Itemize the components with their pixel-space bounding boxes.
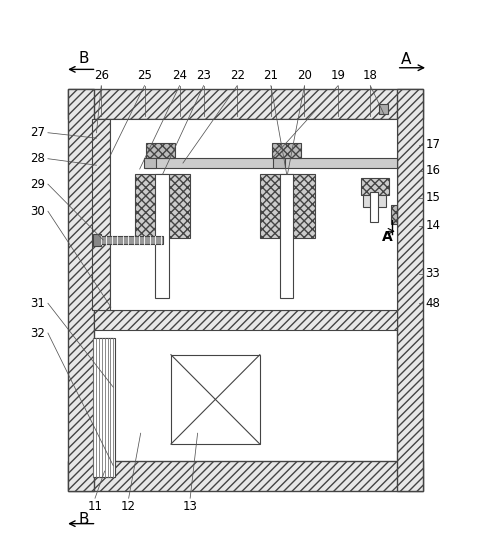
Text: A: A: [382, 230, 393, 243]
Bar: [272, 143, 301, 158]
Bar: [397, 89, 423, 491]
Text: A: A: [401, 52, 412, 67]
Text: 17: 17: [425, 138, 440, 151]
Bar: [98, 236, 163, 244]
Text: 11: 11: [87, 500, 103, 513]
Bar: [370, 193, 379, 222]
Bar: [171, 354, 260, 444]
Bar: [361, 178, 389, 195]
Bar: [93, 234, 101, 246]
Text: 25: 25: [137, 69, 152, 83]
Text: B: B: [78, 51, 89, 66]
Bar: [363, 195, 386, 207]
Text: 18: 18: [363, 69, 378, 83]
Bar: [143, 158, 156, 168]
Bar: [68, 89, 94, 491]
Text: 12: 12: [121, 500, 136, 513]
Text: 33: 33: [425, 267, 440, 280]
Bar: [391, 205, 397, 224]
Text: B: B: [78, 513, 89, 527]
Text: 15: 15: [425, 191, 440, 204]
Bar: [95, 339, 113, 476]
Bar: [94, 310, 397, 330]
Text: 13: 13: [183, 500, 198, 513]
Bar: [273, 158, 285, 168]
Text: 19: 19: [330, 69, 346, 83]
Text: 14: 14: [425, 219, 440, 232]
Bar: [92, 119, 110, 310]
Text: 24: 24: [172, 69, 187, 83]
Text: 21: 21: [263, 69, 278, 83]
Text: 23: 23: [196, 69, 211, 83]
Text: 16: 16: [425, 164, 440, 177]
Bar: [68, 89, 423, 119]
Bar: [280, 174, 294, 298]
Bar: [146, 143, 175, 158]
Bar: [110, 119, 397, 310]
Text: 28: 28: [30, 152, 45, 165]
Bar: [68, 461, 423, 491]
Bar: [155, 174, 169, 298]
Text: 31: 31: [30, 297, 45, 310]
Bar: [260, 174, 315, 238]
Bar: [93, 339, 115, 476]
Text: 30: 30: [30, 205, 45, 218]
Text: 22: 22: [230, 69, 245, 83]
Text: 26: 26: [94, 69, 109, 83]
Text: 32: 32: [30, 327, 45, 340]
Bar: [380, 104, 388, 114]
Bar: [135, 174, 190, 238]
Text: 27: 27: [30, 126, 45, 139]
Bar: [144, 158, 397, 168]
Text: 29: 29: [30, 178, 45, 191]
Text: 48: 48: [425, 297, 440, 310]
Text: 20: 20: [297, 69, 312, 83]
